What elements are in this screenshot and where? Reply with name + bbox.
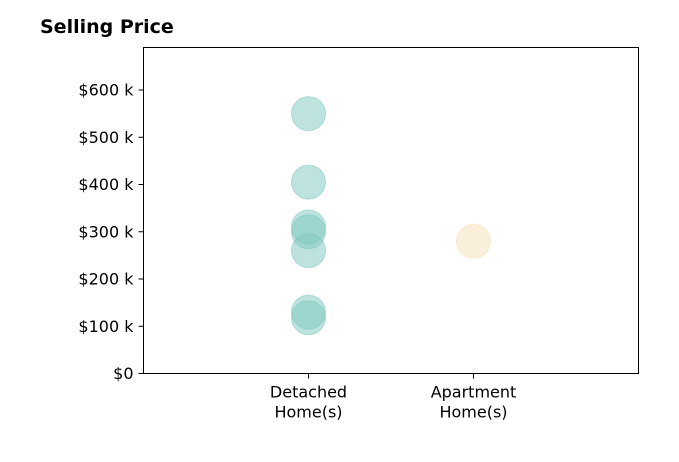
data-point — [291, 96, 326, 132]
data-point — [456, 223, 491, 259]
x-tick-label: Apartment Home(s) — [431, 383, 517, 422]
y-tick-label: $400 k — [78, 175, 134, 194]
y-tick-label: $300 k — [78, 222, 134, 241]
x-axis: Detached Home(s) Apartment Home(s) — [270, 373, 517, 422]
y-axis: $0 $100 k $200 k $300 k $400 k $500 k $600 k — [78, 81, 144, 383]
plot-frame — [143, 47, 639, 374]
y-tick-label: $200 k — [78, 270, 134, 289]
data-points — [291, 96, 491, 336]
x-tick-label: Detached Home(s) — [270, 383, 347, 422]
y-tick-label: $500 k — [78, 128, 134, 147]
data-point — [291, 300, 326, 336]
chart-title: Selling Price — [40, 16, 174, 38]
y-tick-label: $100 k — [78, 317, 134, 336]
data-point — [291, 233, 326, 269]
data-point — [291, 164, 326, 200]
y-tick-label: $0 — [113, 364, 133, 383]
y-tick-label: $600 k — [78, 81, 134, 100]
